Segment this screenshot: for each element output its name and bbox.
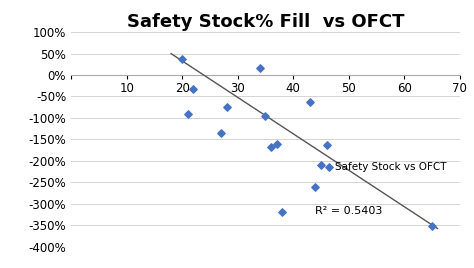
Text: R² = 0.5403: R² = 0.5403 bbox=[315, 206, 383, 216]
Point bbox=[317, 163, 325, 167]
Point bbox=[256, 66, 264, 70]
Point bbox=[267, 145, 275, 149]
Point bbox=[428, 224, 436, 229]
Point bbox=[217, 131, 225, 135]
Point bbox=[323, 143, 330, 147]
Point bbox=[262, 114, 269, 118]
Point bbox=[278, 210, 286, 214]
Point bbox=[306, 99, 314, 104]
Legend: Safety Stock vs OFCT: Safety Stock vs OFCT bbox=[326, 162, 447, 172]
Point bbox=[184, 111, 191, 116]
Point bbox=[178, 57, 186, 61]
Title: Safety Stock% Fill  vs OFCT: Safety Stock% Fill vs OFCT bbox=[127, 13, 404, 31]
Point bbox=[223, 105, 230, 109]
Point bbox=[190, 87, 197, 91]
Point bbox=[311, 184, 319, 189]
Point bbox=[273, 142, 280, 146]
